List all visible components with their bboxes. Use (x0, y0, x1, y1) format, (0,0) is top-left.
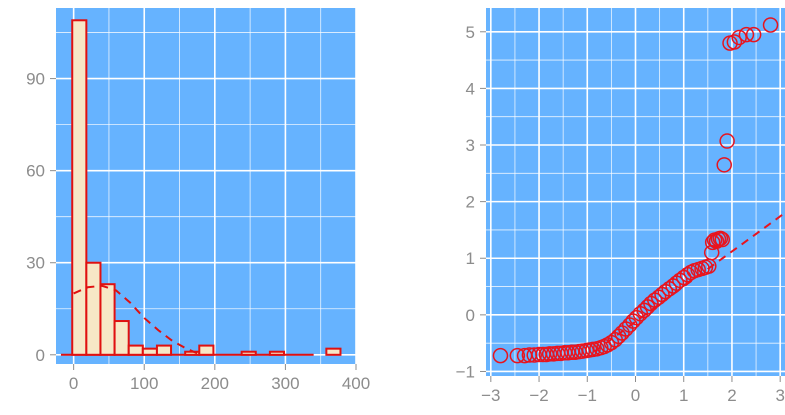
x-tick-label: 200 (201, 374, 229, 393)
histogram-bar (127, 344, 144, 356)
qq-point (657, 283, 674, 300)
y-tick-label: 60 (26, 162, 45, 181)
x-tick-label: −2 (529, 386, 548, 405)
y-tick-label: 30 (26, 254, 45, 273)
qq-point (541, 346, 558, 362)
y-tick-label: 3 (466, 136, 475, 155)
x-tick-label: 0 (69, 374, 78, 393)
qq-point (716, 157, 732, 173)
qq-point (738, 26, 755, 43)
qq-point (509, 347, 526, 364)
x-tick-label: −3 (481, 386, 500, 405)
qq-point (714, 231, 731, 248)
qq-point (614, 325, 630, 341)
histogram-bar (155, 344, 173, 356)
x-tick-label: −1 (578, 386, 597, 405)
x-tick-label: 3 (775, 386, 784, 405)
y-tick-label: −1 (456, 362, 475, 381)
qq-point (712, 230, 729, 247)
qq-point (708, 233, 725, 250)
x-tick-label: 1 (679, 386, 688, 405)
y-tick-label: 5 (466, 23, 475, 42)
y-tick-label: 0 (466, 306, 475, 325)
histogram-bar (85, 261, 102, 356)
qq-point (731, 29, 747, 46)
histogram-panel: 0 100 200 300 400 0 30 60 90 (26, 8, 370, 393)
histogram-bar (198, 344, 215, 356)
histogram-bar (325, 347, 342, 356)
x-tick-label: 100 (130, 374, 158, 393)
y-tick-label: 0 (36, 346, 45, 365)
y-tick-label: 1 (466, 249, 475, 268)
x-tick-label: 2 (727, 386, 736, 405)
qq-point (726, 34, 743, 50)
qq-plot-panel: −3 −2 −1 0 1 2 3 −1 0 1 2 3 4 5 (456, 8, 785, 405)
histogram-bar (268, 350, 286, 356)
histogram-bar (141, 347, 158, 356)
qq-point (526, 347, 542, 363)
y-tick-label: 90 (26, 70, 45, 89)
histogram-bar (71, 19, 88, 356)
qq-point (762, 17, 779, 33)
histogram-bar (113, 320, 130, 356)
histogram-bar (99, 283, 116, 356)
histogram-bar (240, 350, 257, 356)
density-curve (73, 284, 202, 356)
y-tick-label: 2 (466, 193, 475, 212)
qq-point (719, 133, 735, 149)
x-tick-label: 300 (271, 374, 299, 393)
qq-point (492, 347, 509, 364)
qq-point (599, 337, 616, 353)
x-tick-label: 0 (631, 386, 640, 405)
qq-point (745, 26, 762, 43)
x-tick-label: 400 (342, 374, 370, 393)
qq-point (672, 272, 688, 289)
y-tick-label: 4 (466, 79, 475, 98)
